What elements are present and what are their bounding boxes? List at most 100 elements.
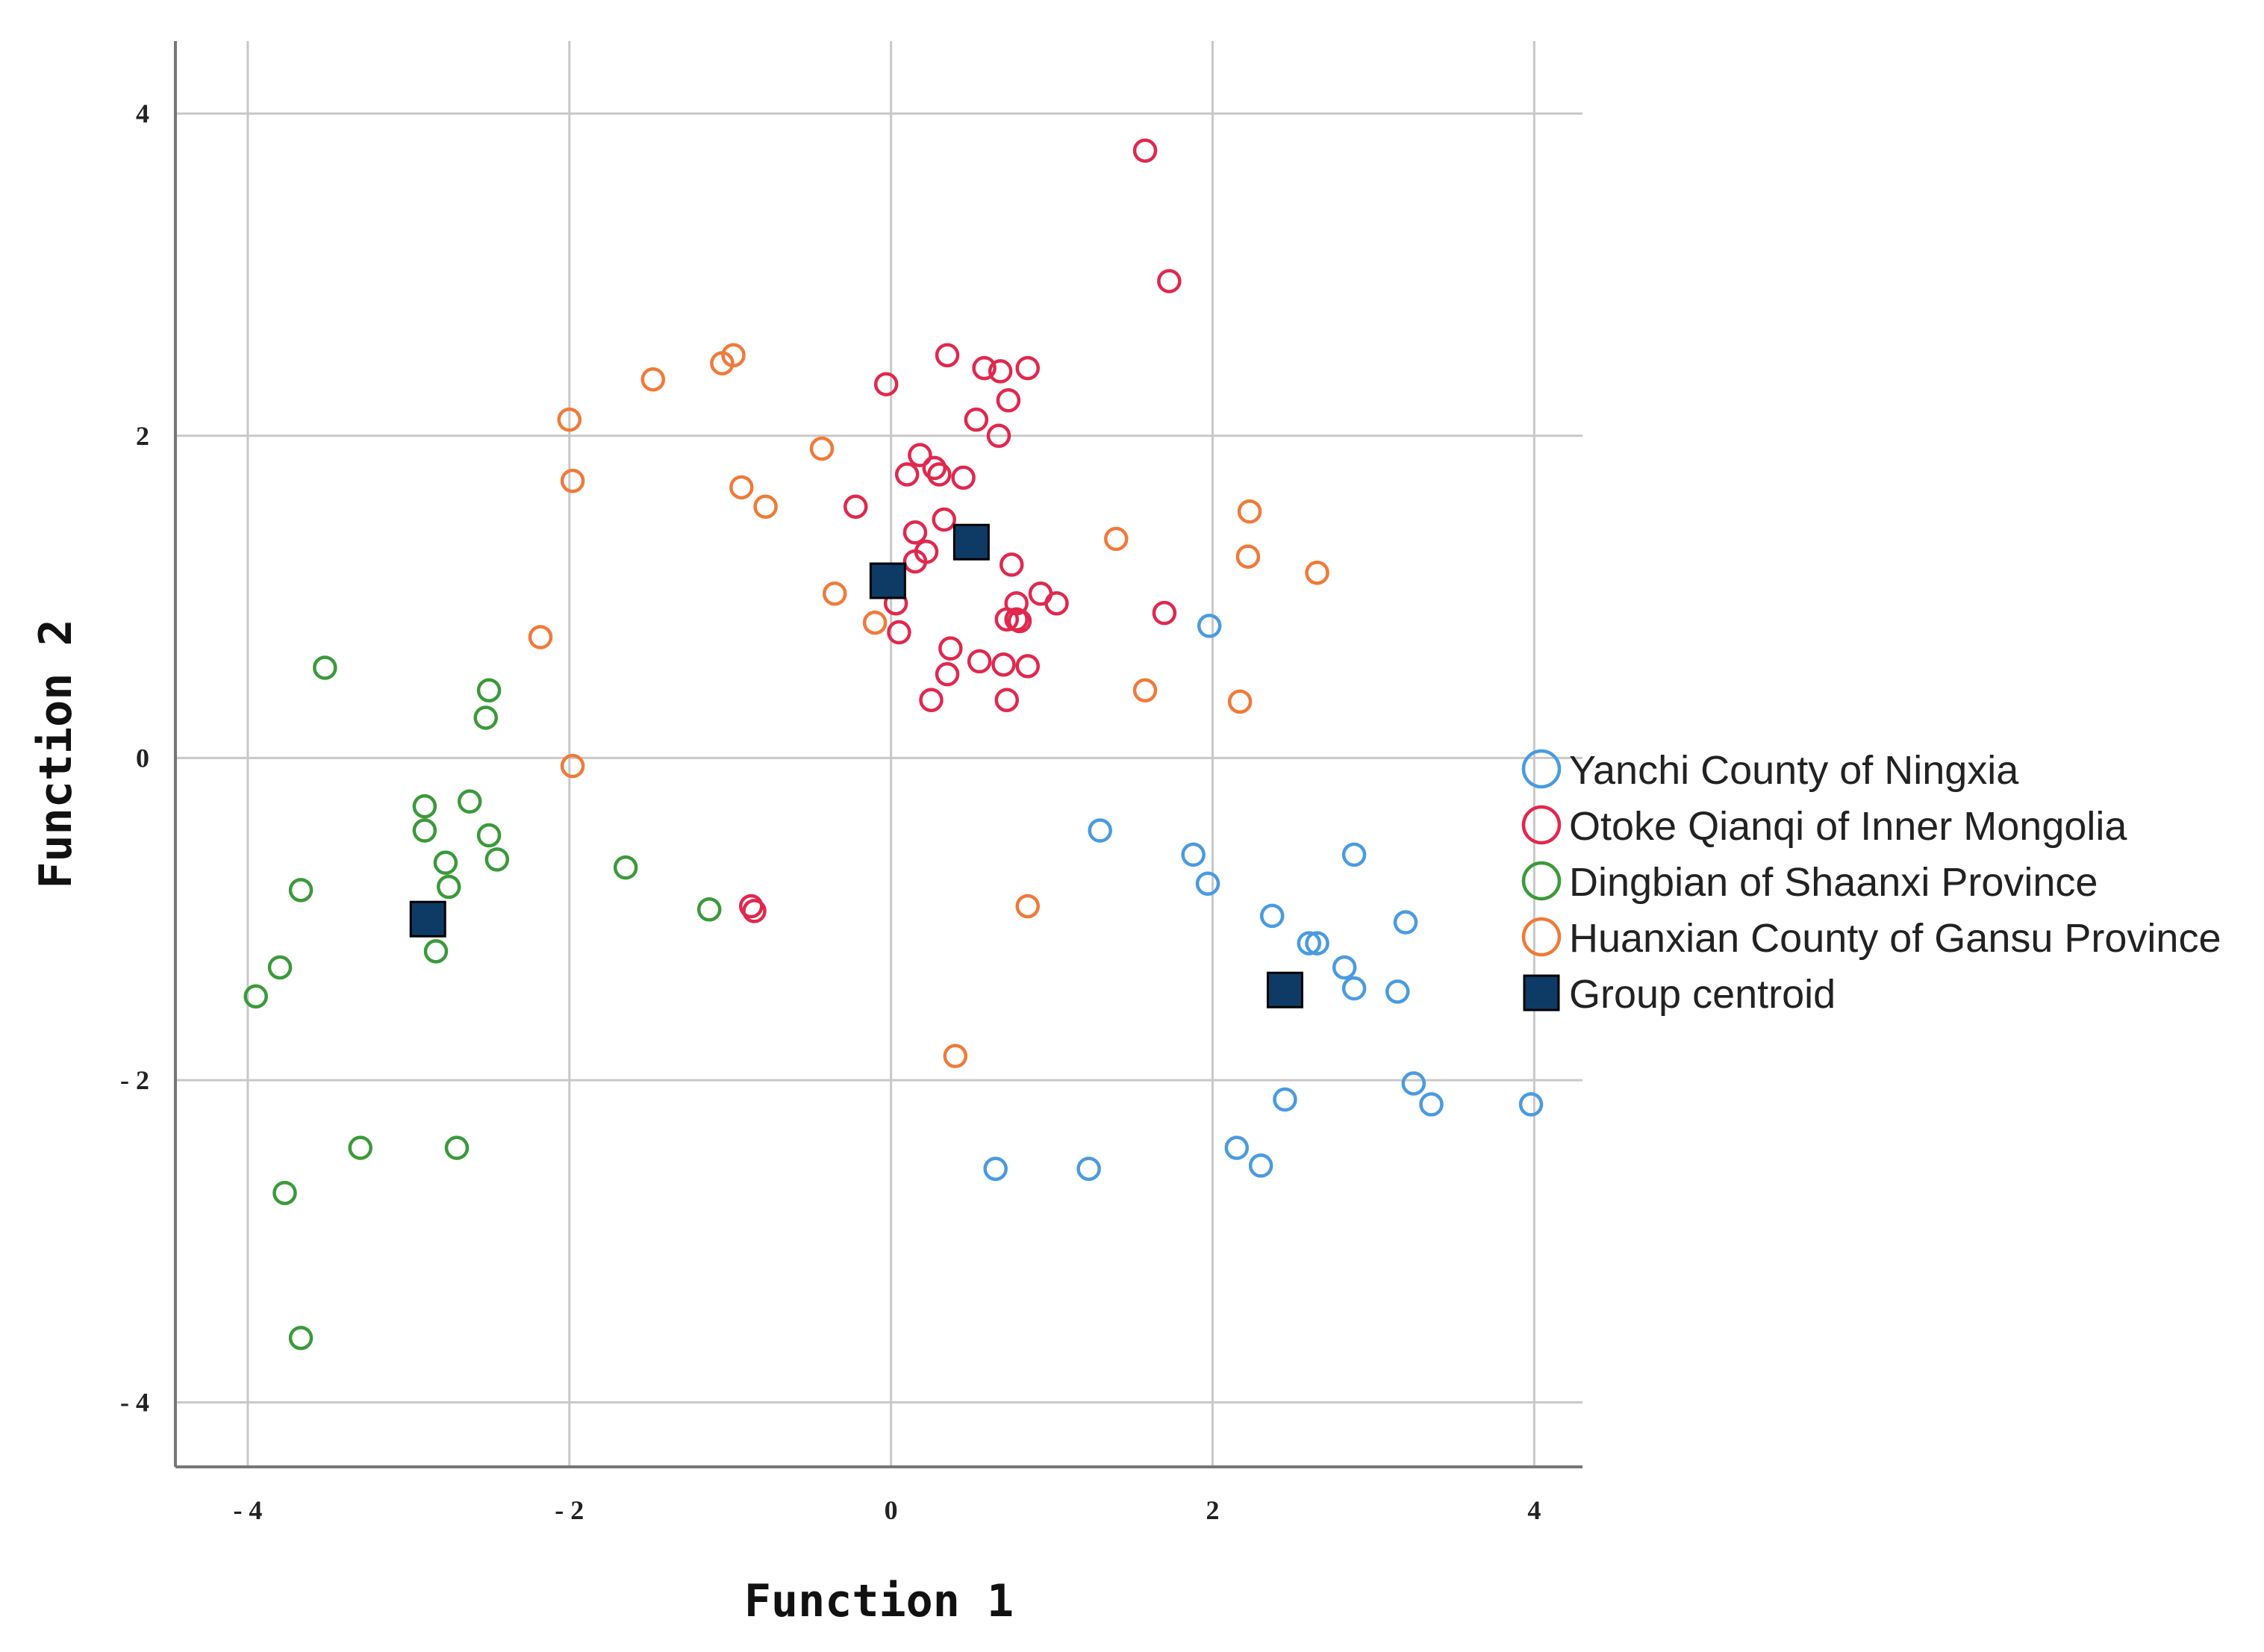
legend-label-dingbian-of-shaanxi-province: Dingbian of Shaanxi Province [1569, 860, 2098, 905]
point-otoke-qianqi-of-inner-mongolia [887, 620, 911, 645]
point-dingbian-of-shaanxi-province [476, 823, 502, 848]
point-yanchi-county-of-ningxia [983, 1156, 1008, 1181]
point-huanxian-county-of-gansu-province [809, 436, 835, 461]
point-otoke-qianqi-of-inner-mongolia [994, 607, 1020, 632]
x-tick-label: 2 [1206, 1495, 1220, 1525]
legend-label-huanxian-county-of-gansu-province: Huanxian County of Gansu Province [1569, 916, 2221, 961]
point-dingbian-of-shaanxi-province [473, 705, 499, 730]
point-yanchi-county-of-ningxia [1076, 1156, 1101, 1181]
point-dingbian-of-shaanxi-province [313, 655, 337, 680]
centroid-marker-group-centroid [952, 523, 990, 561]
point-otoke-qianqi-of-inner-mongolia [738, 894, 764, 919]
point-huanxian-county-of-gansu-province [560, 468, 585, 493]
point-dingbian-of-shaanxi-province [243, 984, 268, 1009]
point-otoke-qianqi-of-inner-mongolia [927, 462, 952, 487]
point-yanchi-county-of-ningxia [1385, 979, 1410, 1004]
point-huanxian-county-of-gansu-province [1305, 560, 1329, 585]
point-huanxian-county-of-gansu-province [1235, 544, 1261, 569]
point-otoke-qianqi-of-inner-mongolia [1152, 600, 1177, 626]
point-otoke-qianqi-of-inner-mongolia [902, 549, 928, 574]
point-yanchi-county-of-ningxia [1332, 955, 1357, 980]
point-yanchi-county-of-ningxia [1305, 931, 1329, 956]
point-otoke-qianqi-of-inner-mongolia [991, 652, 1016, 677]
point-otoke-qianqi-of-inner-mongolia [1044, 590, 1069, 616]
point-otoke-qianqi-of-inner-mongolia [986, 423, 1011, 449]
point-otoke-qianqi-of-inner-mongolia [843, 494, 868, 519]
data-points [243, 138, 1544, 1350]
y-tick-label: - 2 [120, 1065, 149, 1095]
point-otoke-qianqi-of-inner-mongolia [908, 443, 932, 467]
point-yanchi-county-of-ningxia [1273, 1087, 1297, 1112]
point-dingbian-of-shaanxi-province [476, 678, 502, 703]
point-dingbian-of-shaanxi-province [412, 794, 437, 819]
point-huanxian-county-of-gansu-province [710, 351, 735, 375]
point-otoke-qianqi-of-inner-mongolia [951, 465, 976, 490]
point-dingbian-of-shaanxi-province [423, 939, 449, 964]
point-yanchi-county-of-ningxia [1197, 614, 1222, 638]
y-tick-label: 0 [136, 743, 149, 773]
legend-marker-yanchi-county-of-ningxia [1521, 749, 1562, 789]
point-huanxian-county-of-gansu-province [528, 625, 553, 649]
point-dingbian-of-shaanxi-province [412, 818, 437, 843]
point-otoke-qianqi-of-inner-mongolia [994, 688, 1020, 712]
point-otoke-qianqi-of-inner-mongolia [1007, 608, 1032, 634]
point-yanchi-county-of-ningxia [1224, 1135, 1250, 1160]
point-huanxian-county-of-gansu-province [557, 407, 582, 432]
point-yanchi-county-of-ningxia [1248, 1153, 1273, 1178]
point-dingbian-of-shaanxi-province [288, 878, 314, 903]
point-huanxian-county-of-gansu-province [729, 475, 754, 500]
point-yanchi-county-of-ningxia [1341, 842, 1367, 867]
point-huanxian-county-of-gansu-province [1015, 894, 1041, 919]
y-tick-labels: - 4 - 2 0 2 4 [120, 99, 149, 1418]
point-otoke-qianqi-of-inner-mongolia [922, 455, 947, 481]
legend-label-otoke-qianqi-of-inner-mongolia: Otoke Qianqi of Inner Mongolia [1569, 804, 2127, 849]
centroid-marker-group-centroid [409, 900, 446, 938]
point-otoke-qianqi-of-inner-mongolia [1015, 355, 1041, 381]
x-tick-label: 0 [885, 1495, 898, 1525]
point-otoke-qianqi-of-inner-mongolia [935, 661, 960, 687]
point-dingbian-of-shaanxi-province [444, 1135, 470, 1160]
point-dingbian-of-shaanxi-province [436, 874, 461, 900]
point-huanxian-county-of-gansu-province [640, 367, 666, 392]
legend-marker-group-centroid [1523, 974, 1560, 1012]
point-huanxian-county-of-gansu-province [823, 582, 847, 606]
point-dingbian-of-shaanxi-province [348, 1135, 372, 1160]
point-otoke-qianqi-of-inner-mongolia [742, 899, 767, 923]
point-dingbian-of-shaanxi-province [696, 897, 722, 922]
point-otoke-qianqi-of-inner-mongolia [1015, 654, 1041, 679]
point-yanchi-county-of-ningxia [1518, 1092, 1544, 1117]
point-yanchi-county-of-ningxia [1393, 910, 1418, 935]
point-yanchi-county-of-ningxia [1088, 818, 1112, 843]
grid-lines [175, 41, 1582, 1467]
legend-marker-dingbian-of-shaanxi-province [1521, 861, 1562, 901]
point-otoke-qianqi-of-inner-mongolia [972, 355, 997, 381]
legend-label-group-centroid: Group centroid [1569, 972, 1836, 1017]
legend-label-yanchi-county-of-ningxia: Yanchi County of Ningxia [1569, 748, 2019, 793]
point-otoke-qianqi-of-inner-mongolia [964, 407, 989, 432]
point-huanxian-county-of-gansu-province [1237, 499, 1262, 524]
point-otoke-qianqi-of-inner-mongolia [999, 552, 1024, 577]
x-tick-label: - 4 [233, 1495, 262, 1525]
point-dingbian-of-shaanxi-province [288, 1326, 314, 1350]
legend-marker-huanxian-county-of-gansu-province [1521, 917, 1562, 957]
point-otoke-qianqi-of-inner-mongolia [932, 507, 956, 532]
point-otoke-qianqi-of-inner-mongolia [902, 520, 928, 545]
point-otoke-qianqi-of-inner-mongolia [935, 343, 960, 368]
point-otoke-qianqi-of-inner-mongolia [938, 636, 963, 661]
y-tick-label: 2 [136, 421, 149, 451]
point-huanxian-county-of-gansu-province [862, 610, 888, 635]
point-huanxian-county-of-gansu-province [1104, 526, 1129, 552]
point-huanxian-county-of-gansu-province [1132, 678, 1158, 703]
point-otoke-qianqi-of-inner-mongolia [873, 372, 899, 396]
point-yanchi-county-of-ningxia [1419, 1092, 1444, 1117]
point-otoke-qianqi-of-inner-mongolia [919, 688, 944, 712]
point-dingbian-of-shaanxi-province [267, 955, 293, 980]
point-huanxian-county-of-gansu-province [943, 1044, 968, 1068]
point-yanchi-county-of-ningxia [1181, 842, 1206, 867]
legend-marker-otoke-qianqi-of-inner-mongolia [1521, 805, 1562, 845]
y-axis-title: Function 2 [30, 619, 82, 888]
point-otoke-qianqi-of-inner-mongolia [894, 462, 920, 487]
point-dingbian-of-shaanxi-province [484, 847, 510, 872]
point-otoke-qianqi-of-inner-mongolia [988, 359, 1013, 384]
